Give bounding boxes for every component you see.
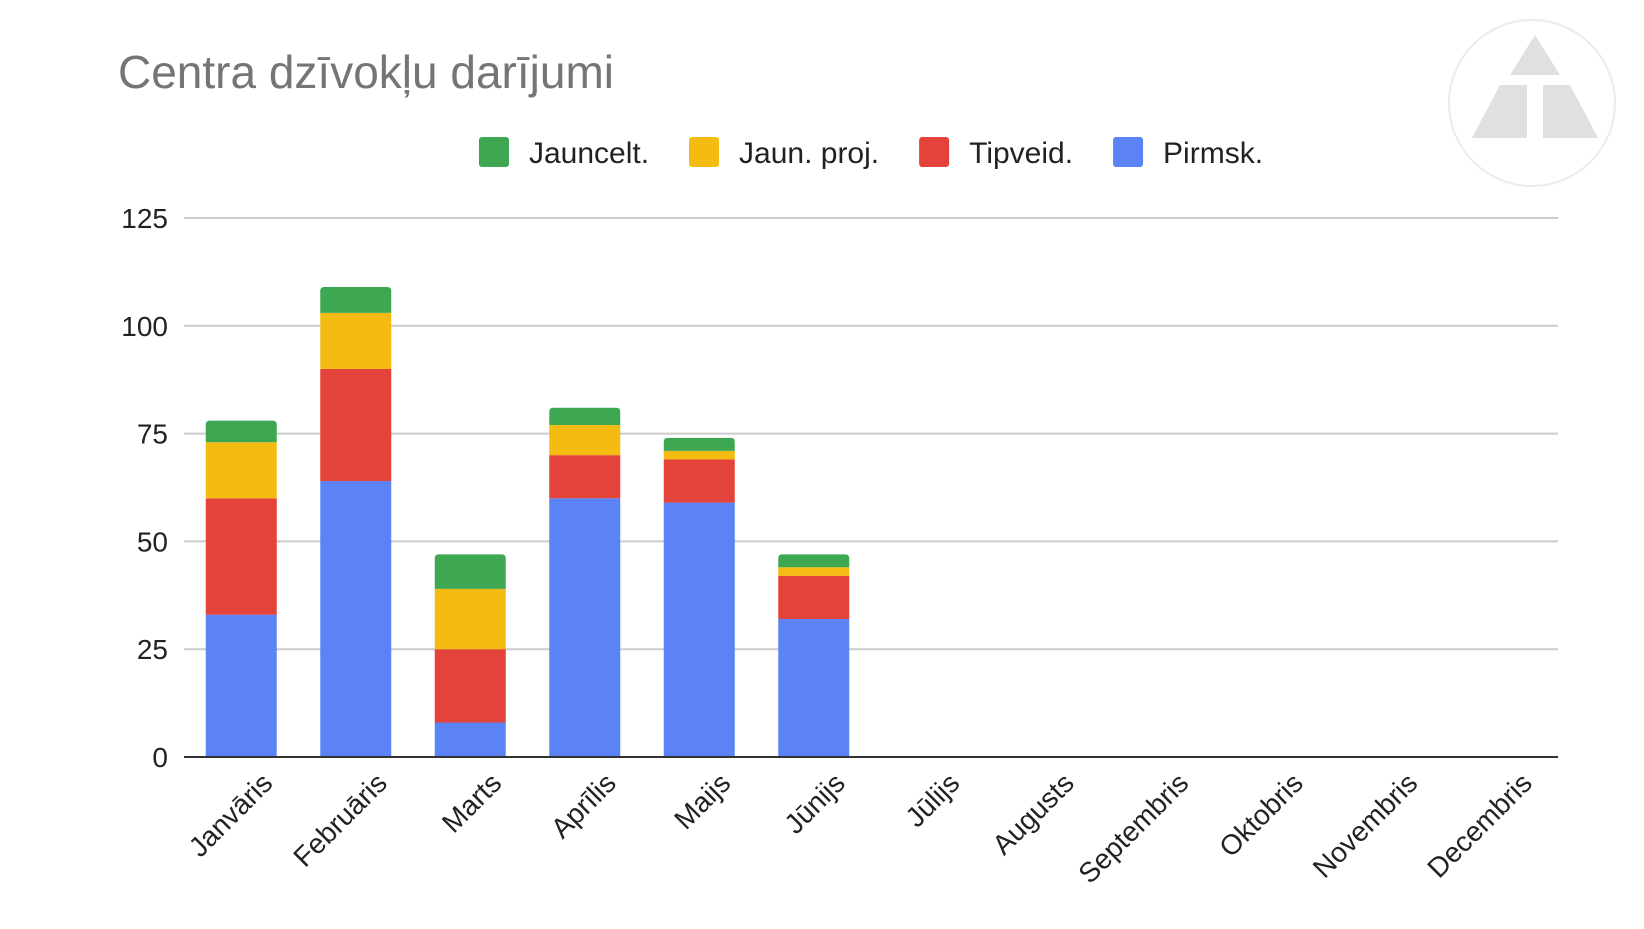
y-tick-label: 50 — [137, 526, 168, 557]
bar-segment — [778, 567, 850, 576]
bar-segment — [549, 424, 621, 456]
bar-segment — [778, 619, 850, 757]
bars — [205, 286, 850, 757]
legend-label: Jaun. proj. — [739, 137, 879, 170]
bar-segment — [663, 450, 735, 460]
y-tick-label: 125 — [121, 203, 168, 234]
bar-segment — [549, 498, 621, 757]
legend-label: Tipveid. — [969, 137, 1073, 170]
bar-segment — [778, 554, 850, 568]
bar-segment — [434, 554, 506, 589]
bar-segment — [205, 498, 277, 615]
y-tick-label: 0 — [152, 742, 168, 773]
bar-segment — [778, 575, 850, 620]
bar-segment — [320, 286, 392, 313]
x-tick-label: Februāris — [287, 767, 393, 873]
bar-segment — [434, 722, 506, 757]
legend-swatch — [689, 137, 720, 167]
y-tick-label: 75 — [137, 419, 168, 450]
bar-segment — [205, 614, 277, 757]
x-tick-label: Decembris — [1421, 767, 1538, 884]
bar-segment — [320, 481, 392, 757]
legend-swatch — [478, 137, 509, 167]
x-tick-label: Aprīlis — [545, 767, 622, 844]
x-tick-label: Oktobris — [1213, 767, 1309, 863]
bar-segment — [549, 407, 621, 425]
x-tick-label: Novembris — [1307, 767, 1424, 884]
x-tick-label: Marts — [436, 767, 507, 838]
watermark-logo-icon — [1448, 19, 1616, 187]
bar-segment — [320, 368, 392, 482]
legend-label: Jauncelt. — [529, 137, 649, 170]
x-tick-label: Jūlijs — [899, 767, 965, 833]
bar-segment — [549, 455, 621, 499]
bar-segment — [663, 437, 735, 451]
gridlines — [184, 217, 1558, 651]
x-tick-label: Maijs — [668, 767, 736, 835]
legend-swatch — [919, 137, 950, 167]
bar-segment — [434, 649, 506, 723]
x-axis-ticks: Janvāris Februāris Marts Aprīlis Maijs Jūnijs… — [183, 767, 1538, 889]
chart-title: Centra dzīvokļu darījumi — [118, 46, 614, 98]
x-tick-label: Janvāris — [183, 767, 279, 863]
bar-segment — [205, 420, 277, 443]
x-tick-label: Jūnijs — [778, 767, 851, 840]
legend-swatch — [1113, 137, 1144, 167]
y-tick-label: 25 — [137, 634, 168, 665]
legend: Jauncelt. Jaun. proj. Tipveid. Pirmsk. — [478, 137, 1263, 170]
bar-segment — [434, 588, 506, 650]
y-tick-label: 100 — [121, 311, 168, 342]
bar-segment — [205, 442, 277, 499]
bar-segment — [663, 459, 735, 503]
bar-segment — [663, 502, 735, 757]
legend-label: Pirmsk. — [1163, 137, 1263, 170]
x-tick-label: Septembris — [1072, 767, 1194, 889]
bar-segment — [320, 312, 392, 369]
y-axis-ticks: 0 25 50 75 100 125 — [121, 203, 168, 773]
x-tick-label: Augusts — [986, 767, 1079, 860]
